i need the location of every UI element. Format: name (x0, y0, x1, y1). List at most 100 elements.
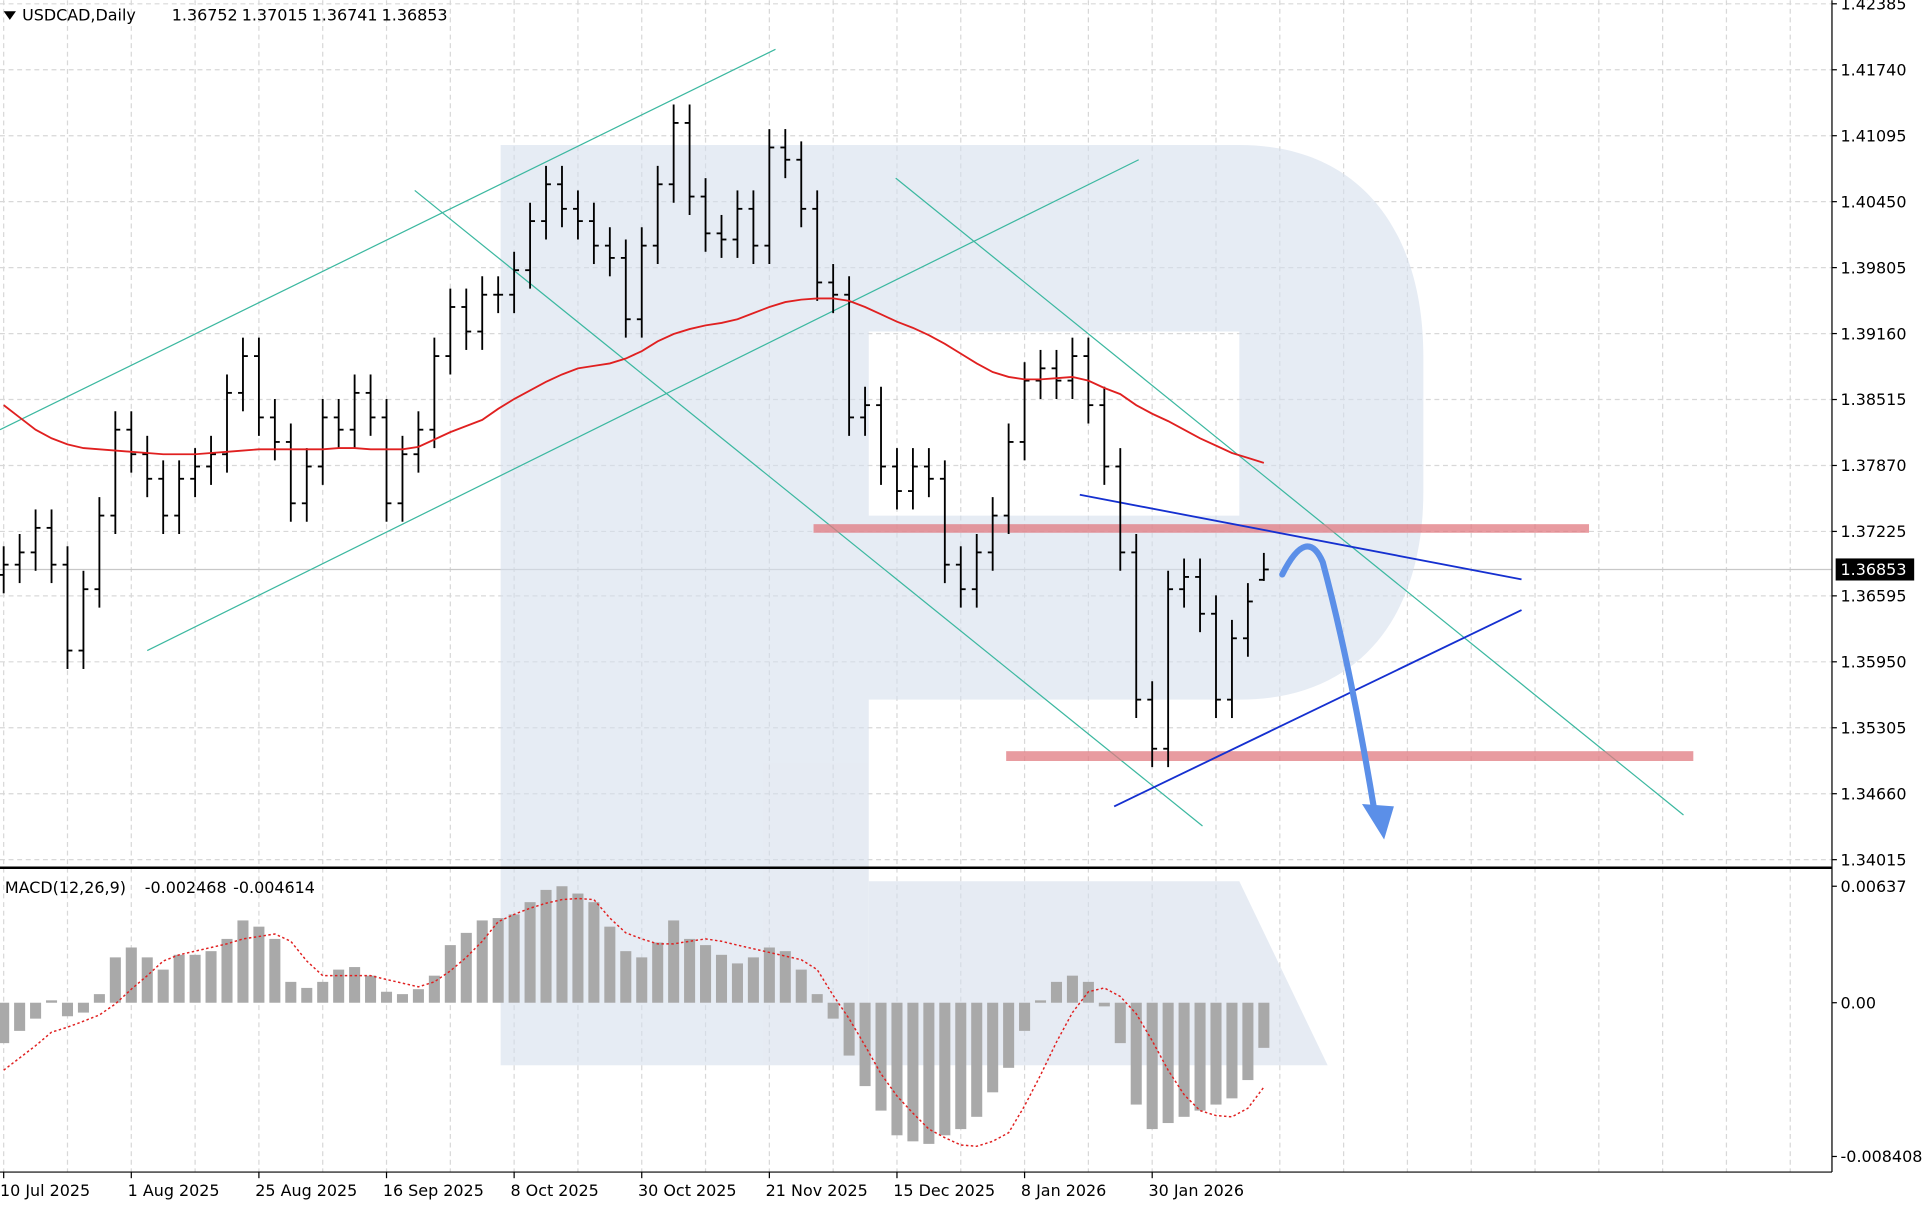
macd-bar (77, 1002, 89, 1013)
macd-bar (428, 975, 440, 1003)
macd-bar (46, 1000, 58, 1003)
y-tick-label: 1.37225 (1841, 522, 1907, 541)
macd-bar (1210, 1002, 1222, 1105)
macd-bar (1258, 1002, 1270, 1048)
watermark-letter (500, 145, 1424, 1066)
y-tick-label: 1.34660 (1841, 784, 1907, 803)
macd-bar (636, 957, 648, 1003)
macd-bar (1162, 1002, 1174, 1124)
macd-bar (827, 1002, 839, 1019)
macd-bar (668, 920, 680, 1003)
macd-bar (684, 938, 696, 1003)
x-tick-label: 10 Jul 2025 (0, 1181, 90, 1200)
macd-bar (795, 969, 807, 1003)
macd-bar (763, 947, 775, 1003)
marks (0, 104, 1270, 1148)
x-tick-label: 30 Jan 2026 (1149, 1181, 1245, 1200)
macd-bar (955, 1002, 967, 1130)
macd-bar (333, 969, 345, 1003)
macd-bar (540, 889, 552, 1003)
macd-bar (923, 1002, 935, 1144)
y-tick-label: 1.36595 (1841, 587, 1907, 606)
macd-bar (843, 1002, 855, 1056)
macd-bar (1066, 975, 1078, 1003)
macd-bar (1226, 1002, 1238, 1099)
x-tick-label: 1 Aug 2025 (128, 1181, 220, 1200)
x-tick-label: 8 Oct 2025 (510, 1181, 598, 1200)
annotations (0, 48, 1694, 840)
symbol-menu-icon[interactable] (3, 11, 16, 20)
y-tick-label: 1.35305 (1841, 718, 1907, 737)
macd-bar (747, 957, 759, 1003)
macd-bar (1146, 1002, 1158, 1130)
macd-bar (652, 942, 664, 1003)
macd-bar (109, 957, 121, 1003)
macd-bar (317, 981, 329, 1003)
x-tick-label: 30 Oct 2025 (638, 1181, 737, 1200)
macd-bar (524, 902, 536, 1003)
y-tick-label: 1.34015 (1841, 850, 1907, 869)
macd-bar (61, 1002, 74, 1017)
current-price-label: 1.36853 (1841, 560, 1907, 579)
macd-bar (221, 938, 233, 1003)
macd-bar (715, 954, 728, 1003)
macd-bar (492, 918, 504, 1003)
macd-bar (588, 902, 600, 1003)
macd-bar (141, 957, 153, 1003)
macd-bar (939, 1002, 951, 1136)
macd-bar (14, 1002, 26, 1031)
macd-bar (987, 1002, 999, 1093)
macd-bar (859, 1002, 871, 1087)
y-tick-label: 1.41740 (1841, 60, 1907, 79)
macd-bar (476, 920, 488, 1003)
signal-line (3, 897, 1265, 1148)
macd-bar (1003, 1002, 1015, 1068)
macd-bar (396, 994, 408, 1003)
macd-bar (907, 1002, 919, 1142)
macd-bar (460, 932, 472, 1003)
x-tick-label: 16 Sep 2025 (383, 1181, 484, 1200)
macd-bar (1178, 1002, 1190, 1117)
macd-bar (1035, 1000, 1047, 1003)
y-tick-label: 1.38515 (1841, 390, 1907, 409)
macd-bar (301, 987, 313, 1003)
macd-bar (1019, 1002, 1031, 1031)
triangle-line (1113, 609, 1522, 808)
macd-bar (269, 938, 281, 1003)
macd-value: -0.002468 (145, 878, 227, 897)
forecast-arrow (1279, 543, 1378, 814)
x-tick-label: 21 Nov 2025 (766, 1181, 868, 1200)
y-tick-label: 0.00 (1841, 993, 1877, 1012)
macd-bar (157, 969, 169, 1003)
y-tick-label: 1.42385 (1841, 0, 1907, 14)
y-tick-label: 1.40450 (1841, 192, 1907, 211)
forecast-arrowhead (1362, 803, 1394, 840)
symbol: USDCAD,Daily (22, 6, 136, 25)
x-tick-label: 8 Jan 2026 (1021, 1181, 1106, 1200)
macd-bar (556, 886, 568, 1003)
current-price-box (1835, 558, 1915, 581)
macd-bar (875, 1002, 887, 1111)
y-tick-label: 1.37870 (1841, 456, 1907, 475)
macd-bar (731, 963, 743, 1003)
moving-average (3, 297, 1265, 464)
y-tick-label: 1.35950 (1841, 653, 1907, 672)
macd-bar (1130, 1002, 1142, 1105)
macd-bar (189, 954, 201, 1003)
header-high: 1.37015 (242, 6, 308, 25)
x-tick-label: 15 Dec 2025 (893, 1181, 995, 1200)
macd-bar (365, 975, 377, 1003)
macd-bar (1098, 1002, 1110, 1007)
macd-bar (125, 947, 137, 1003)
header-low: 1.36741 (312, 6, 378, 25)
y-tick-label: 0.00637 (1841, 877, 1907, 896)
macd-bar (1242, 1002, 1254, 1081)
macd-bar (30, 1002, 42, 1019)
macd-bar (971, 1002, 983, 1117)
support-zone (1006, 751, 1694, 761)
macd-bar (412, 989, 424, 1003)
macd-bar (205, 951, 217, 1003)
macd-bar (891, 1002, 903, 1136)
macd-bar (173, 954, 185, 1003)
